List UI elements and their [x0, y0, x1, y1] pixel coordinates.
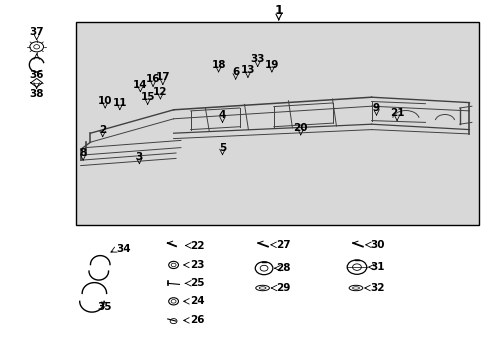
Text: 23: 23 [189, 260, 204, 270]
Text: 35: 35 [97, 302, 111, 312]
Text: 32: 32 [370, 283, 385, 293]
Text: 26: 26 [189, 315, 204, 325]
Text: 38: 38 [29, 89, 44, 99]
Text: 27: 27 [276, 240, 290, 250]
Text: 33: 33 [250, 54, 264, 64]
Text: 9: 9 [372, 103, 379, 113]
Text: 4: 4 [218, 110, 226, 120]
Text: 19: 19 [264, 60, 279, 70]
Text: 2: 2 [99, 125, 106, 135]
Text: 36: 36 [29, 69, 44, 80]
Bar [76, 22, 478, 225]
Text: 8: 8 [80, 148, 86, 158]
Text: 28: 28 [276, 263, 290, 273]
Text: 11: 11 [112, 98, 127, 108]
Text: 10: 10 [98, 96, 112, 106]
Text: 24: 24 [189, 296, 204, 306]
Text: 16: 16 [145, 74, 160, 84]
Text: 15: 15 [140, 92, 155, 102]
Text: 20: 20 [293, 123, 307, 133]
Text: 22: 22 [189, 240, 204, 251]
Text: 5: 5 [219, 143, 225, 153]
Text: 17: 17 [155, 72, 170, 82]
Text: 1: 1 [274, 4, 283, 17]
Text: 18: 18 [211, 60, 225, 70]
Text: 30: 30 [370, 240, 385, 250]
Text: 31: 31 [370, 262, 385, 272]
Text: 21: 21 [389, 108, 404, 118]
Text: 34: 34 [116, 244, 131, 254]
Text: 37: 37 [29, 27, 44, 37]
Text: 6: 6 [232, 67, 239, 77]
Text: 14: 14 [133, 80, 147, 90]
Text: 25: 25 [189, 278, 204, 288]
Text: 12: 12 [153, 87, 167, 97]
Text: 3: 3 [136, 152, 142, 162]
Text: 29: 29 [276, 283, 290, 293]
Text: 13: 13 [240, 65, 255, 75]
